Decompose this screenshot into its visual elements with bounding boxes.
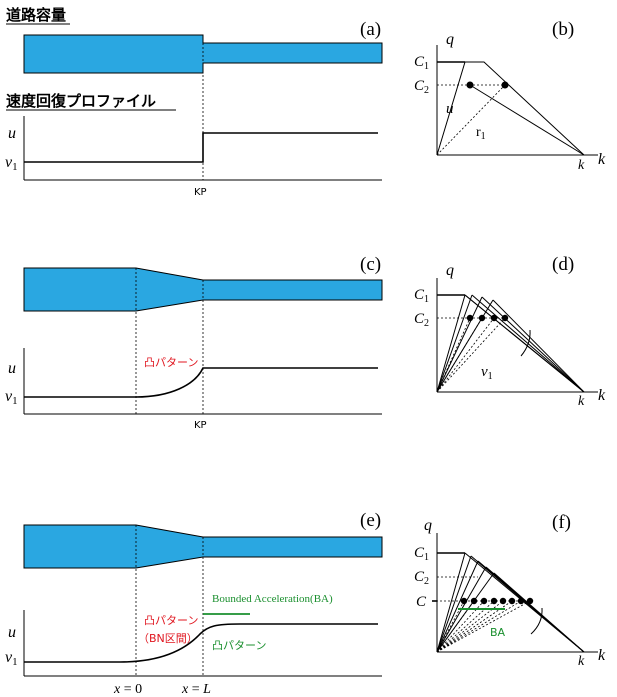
state-point-1-b [466,81,474,89]
state-point-f-4 [490,597,498,605]
u-label-a: u [8,125,16,142]
state-point-f-7 [517,597,525,605]
bn-section-label-e: （BN区間） [138,632,198,645]
panel-a: (a) [23,19,383,74]
u-label-e: u [8,624,16,641]
cstar-label-f: C [416,594,427,610]
panel-letter-e: (e) [360,510,381,531]
fan-dotted-d-1 [436,317,483,393]
k-label-f: k [598,647,606,664]
state-point-d-3 [490,314,498,322]
fd-downstream-b [469,84,585,156]
state-point-f-1 [460,597,468,605]
r1-label-b: r1 [476,125,486,142]
kj-label-b: k [578,158,585,173]
convex-pattern-label-c: 凸パターン [144,356,198,369]
panel-d: q k k C1 C2 v1 (d) [414,254,606,409]
fan-dotted-d-3 [436,317,506,393]
c1-label-f: C1 [414,545,429,563]
c2-label-d: C2 [414,311,429,329]
c2-label-b: C2 [414,78,429,96]
fan-dotted-f-6 [436,600,522,653]
range-arc-f [530,607,543,635]
fan-dotted-f-5 [436,600,513,653]
panel-letter-d: (d) [552,254,574,275]
fan-dotted-f-7 [436,600,531,653]
fan-line-d-1 [436,294,473,393]
heading-speed-profile: 速度回復プロファイル [6,92,156,110]
speed-s-curve-e [24,623,378,663]
state-point-d-2 [478,314,486,322]
fan-line-f-7 [436,560,479,653]
v1-label-d: v1 [481,364,493,382]
fan-dotted-d-0 [436,317,471,393]
speed-profile-e: u v1 凸パターン （BN区間） Bounded Acceleration(B… [5,593,382,697]
fan-line-f-0 [436,552,466,653]
k-label-b: k [598,151,606,168]
fan-lines-d [436,294,585,393]
v1-label-e: v1 [5,649,18,668]
fan-line-d-7 [492,299,585,393]
c1-label-b: C1 [414,54,429,72]
state-point-d-1 [466,314,474,322]
road-shape-a [23,34,383,74]
speed-step-curve-a [24,132,378,163]
state-point-d-4 [501,314,509,322]
fan-line-d-2 [436,296,483,393]
ba-label-f: BA [490,626,506,639]
v1-label-c: v1 [5,388,18,407]
c2-label-f: C2 [414,569,429,587]
panel-letter-a: (a) [360,19,381,40]
panel-letter-f: (f) [552,512,571,533]
fan-line-d-6 [481,296,585,393]
kp-label-c: KP [194,420,207,431]
panel-c: (c) [23,254,383,414]
xl-label-e: x = L [181,682,211,697]
bounded-acceleration-label-e: Bounded Acceleration(BA) [212,593,333,605]
q-label-f: q [424,517,432,534]
convex-pattern-green-label-e: 凸パターン [212,639,266,652]
fan-line-f-5 [493,572,585,653]
k-label-d: k [598,387,606,404]
state-point-f-2 [470,597,478,605]
panel-f: q k k C1 C2 C BA (f) [414,512,606,669]
panel-b: q k k C1 C2 u r1 (b) [414,19,606,173]
u-label-b: u [446,101,454,117]
panel-e: (e) [23,510,383,676]
fan-line-f-6 [436,555,472,653]
kj-label-f: k [578,654,585,669]
fd-upstream-b [436,61,585,156]
c1-label-d: C1 [414,287,429,305]
fan-dotted-f-3 [436,600,495,653]
heading-road-capacity: 道路容量 [6,6,66,24]
fan-line-d-0 [436,294,466,393]
range-arc-d [520,329,531,357]
state-point-2-b [501,81,509,89]
fan-line-d-4 [464,294,585,393]
q-label-b: q [446,31,454,48]
kj-label-d: k [578,394,585,409]
kp-label-a: KP [194,187,207,198]
state-point-f-8 [526,597,534,605]
q-label-d: q [446,262,454,279]
state-point-f-3 [480,597,488,605]
state-point-f-6 [508,597,516,605]
fan-dotted-d-2 [436,317,495,393]
speed-profile-c: u v1 凸パターン KP [5,348,382,431]
panel-letter-b: (b) [552,19,574,40]
v1-label-a: v1 [5,154,18,173]
r1-dotted-b [436,84,506,156]
u-label-c: u [8,360,16,377]
convex-pattern-label-e: 凸パターン [144,614,198,627]
panel-letter-c: (c) [360,254,381,275]
state-point-f-5 [499,597,507,605]
x0-label-e: x = 0 [113,682,142,697]
speed-profile-a: u v1 KP [5,35,382,198]
speed-convex-curve-c [24,367,378,398]
